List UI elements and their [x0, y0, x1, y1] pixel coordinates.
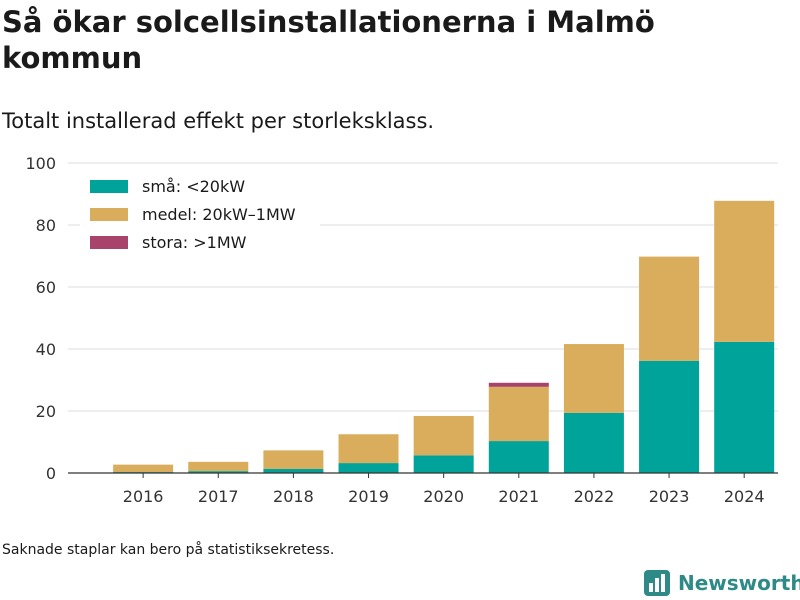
x-tick-label: 2019 [348, 487, 389, 506]
bar-chart-logo-icon [644, 570, 670, 596]
legend-label-0: små: <20kW [142, 177, 245, 196]
y-tick-label: 100 [25, 154, 56, 173]
y-tick-label: 0 [46, 464, 56, 483]
bar-2018-series-1 [263, 450, 324, 469]
x-tick-label: 2023 [649, 487, 690, 506]
legend-swatch-0 [90, 180, 128, 193]
chart-title: Så ökar solcellsinstallationerna i Malmö… [2, 5, 655, 75]
bar-2016-series-1 [113, 464, 174, 473]
bar-2019-series-1 [338, 434, 399, 464]
legend-label-2: stora: >1MW [142, 233, 247, 252]
y-axis-ticks: 0 20 40 60 80 100 [25, 154, 56, 483]
y-tick-label: 60 [36, 278, 56, 297]
bar-2024-series-1 [714, 200, 775, 342]
x-tick-label: 2024 [724, 487, 765, 506]
legend-label-1: medel: 20kW–1MW [142, 205, 296, 224]
legend-swatch-1 [90, 208, 128, 221]
bar-2021-series-2 [488, 382, 549, 387]
legend: små: <20kW medel: 20kW–1MW stora: >1MW [80, 172, 320, 258]
x-tick-label: 2020 [423, 487, 464, 506]
bar-2017-series-1 [188, 461, 249, 472]
bar-2021-series-0 [488, 441, 549, 473]
brand-logo: Newsworthy [644, 568, 800, 598]
legend-swatch-2 [90, 236, 128, 249]
x-tick-label: 2022 [574, 487, 615, 506]
x-axis: 2016 2017 2018 2019 2020 2021 2022 2023 2024 [68, 472, 778, 506]
stacked-bar-chart: 0 20 40 60 80 100 2016 2017 2018 2019 2020 2021 202… [25, 154, 778, 506]
bar-2018-series-0 [263, 468, 324, 473]
footnote: Saknade staplar kan bero på statistiksek… [2, 542, 335, 558]
bar-2022-series-1 [563, 344, 624, 413]
y-tick-label: 80 [36, 216, 56, 235]
x-tick-label: 2017 [198, 487, 239, 506]
bar-2019-series-0 [338, 463, 399, 473]
x-tick-label: 2016 [123, 487, 164, 506]
bar-2022-series-0 [563, 412, 624, 473]
y-tick-label: 40 [36, 340, 56, 359]
bar-2023-series-1 [639, 256, 700, 361]
x-tick-label: 2021 [498, 487, 539, 506]
brand-name: Newsworthy [678, 571, 800, 595]
y-tick-label: 20 [36, 402, 56, 421]
bars [113, 200, 775, 473]
bar-2021-series-1 [488, 386, 549, 442]
bar-2023-series-0 [639, 360, 700, 473]
chart-subtitle: Totalt installerad effekt per storlekskl… [2, 109, 435, 133]
bar-2020-series-0 [413, 455, 474, 473]
bar-2017-series-0 [188, 471, 249, 473]
bar-2024-series-0 [714, 341, 775, 473]
x-tick-label: 2018 [273, 487, 314, 506]
bar-2020-series-1 [413, 415, 474, 456]
